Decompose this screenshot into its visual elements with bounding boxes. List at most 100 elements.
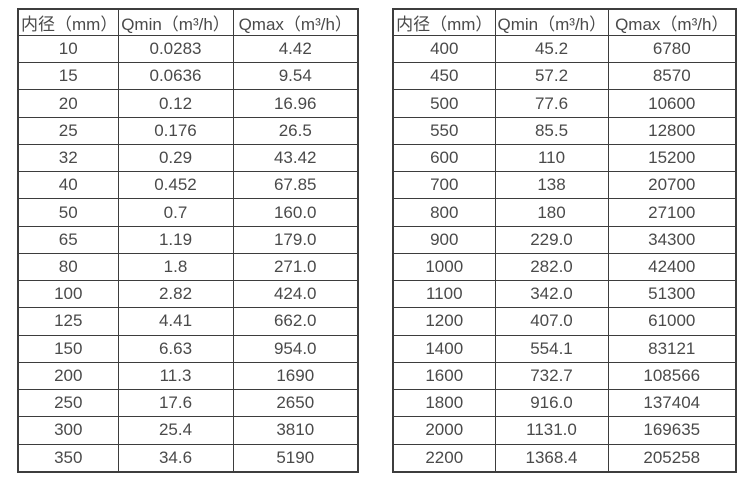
qmax-cell: 6780 [607,34,737,64]
table-row: 2000 1131.0 169635 [392,416,737,445]
table-row: 1600 732.7 108566 [392,361,737,391]
table-row: 1800 916.0 137404 [392,389,737,418]
qmax-cell: 67.85 [232,171,359,200]
qmin-cell: 180 [494,198,609,227]
diameter-cell: 1800 [392,389,496,418]
qmax-cell: 12800 [607,116,737,145]
table-row: 600 110 15200 [392,143,737,173]
diameter-cell: 350 [17,443,119,473]
qmax-cell: 16.96 [232,89,359,118]
qmin-cell: 342.0 [494,280,609,309]
qmin-cell: 2.82 [117,280,234,309]
column-header-diameter: 内径（mm） [392,8,496,36]
qmax-cell: 10600 [607,89,737,118]
diameter-cell: 20 [17,89,119,118]
qmax-cell: 27100 [607,198,737,227]
column-header-qmin: Qmin（m³/h） [494,8,609,36]
qmin-cell: 1131.0 [494,416,609,445]
diameter-cell: 125 [17,307,119,336]
qmin-cell: 0.0283 [117,34,234,64]
diameter-cell: 50 [17,198,119,227]
table-row: 250 17.6 2650 [17,389,359,418]
qmax-cell: 26.5 [232,116,359,145]
table-row: 1000 282.0 42400 [392,252,737,282]
table-row: 1100 342.0 51300 [392,280,737,309]
table-row: 900 229.0 34300 [392,225,737,254]
qmin-cell: 45.2 [494,34,609,64]
diameter-cell: 25 [17,116,119,145]
header-row: 内径（mm） Qmin（m³/h） Qmax（m³/h） [392,8,737,36]
qmin-cell: 110 [494,143,609,173]
table-row: 150 6.63 954.0 [17,334,359,363]
table-row: 15 0.0636 9.54 [17,62,359,91]
qmax-cell: 5190 [232,443,359,473]
table-row: 500 77.6 10600 [392,89,737,118]
diameter-cell: 40 [17,171,119,200]
qmin-cell: 34.6 [117,443,234,473]
diameter-cell: 550 [392,116,496,145]
qmax-cell: 42400 [607,252,737,282]
diameter-cell: 2000 [392,416,496,445]
table-row: 400 45.2 6780 [392,34,737,64]
qmax-cell: 2650 [232,389,359,418]
diameter-cell: 300 [17,416,119,445]
diameter-cell: 900 [392,225,496,254]
table-row: 800 180 27100 [392,198,737,227]
diameter-cell: 200 [17,361,119,391]
column-header-diameter: 内径（mm） [17,8,119,36]
diameter-cell: 250 [17,389,119,418]
qmin-cell: 57.2 [494,62,609,91]
table-row: 450 57.2 8570 [392,62,737,91]
header-row: 内径（mm） Qmin（m³/h） Qmax（m³/h） [17,8,359,36]
qmin-cell: 229.0 [494,225,609,254]
qmax-cell: 424.0 [232,280,359,309]
diameter-cell: 80 [17,252,119,282]
table-row: 1200 407.0 61000 [392,307,737,336]
column-header-qmax: Qmax（m³/h） [607,8,737,36]
qmax-cell: 4.42 [232,34,359,64]
diameter-cell: 10 [17,34,119,64]
qmax-cell: 61000 [607,307,737,336]
qmax-cell: 20700 [607,171,737,200]
qmin-cell: 0.29 [117,143,234,173]
table-row: 100 2.82 424.0 [17,280,359,309]
flow-table-large-diameters: 内径（mm） Qmin（m³/h） Qmax（m³/h） 400 45.2 6780… [392,8,737,473]
diameter-cell: 2200 [392,443,496,473]
table-header: 内径（mm） Qmin（m³/h） Qmax（m³/h） [17,8,359,36]
diameter-cell: 800 [392,198,496,227]
qmax-cell: 15200 [607,143,737,173]
table-row: 20 0.12 16.96 [17,89,359,118]
qmin-cell: 1.19 [117,225,234,254]
qmax-cell: 8570 [607,62,737,91]
table-row: 700 138 20700 [392,171,737,200]
table-row: 50 0.7 160.0 [17,198,359,227]
qmax-cell: 954.0 [232,334,359,363]
qmin-cell: 138 [494,171,609,200]
table-row: 65 1.19 179.0 [17,225,359,254]
table-row: 10 0.0283 4.42 [17,34,359,64]
qmin-cell: 85.5 [494,116,609,145]
qmin-cell: 1.8 [117,252,234,282]
qmin-cell: 0.7 [117,198,234,227]
diameter-cell: 1200 [392,307,496,336]
qmin-cell: 732.7 [494,361,609,391]
qmin-cell: 4.41 [117,307,234,336]
table-body: 10 0.0283 4.42 15 0.0636 9.54 20 0.12 16.96 25 0.1… [17,34,359,473]
diameter-cell: 450 [392,62,496,91]
qmin-cell: 916.0 [494,389,609,418]
qmax-cell: 1690 [232,361,359,391]
table-row: 1400 554.1 83121 [392,334,737,363]
diameter-cell: 1400 [392,334,496,363]
diameter-cell: 65 [17,225,119,254]
qmin-cell: 407.0 [494,307,609,336]
qmax-cell: 205258 [607,443,737,473]
qmin-cell: 282.0 [494,252,609,282]
table-row: 200 11.3 1690 [17,361,359,391]
qmin-cell: 554.1 [494,334,609,363]
qmin-cell: 1368.4 [494,443,609,473]
qmax-cell: 169635 [607,416,737,445]
qmax-cell: 160.0 [232,198,359,227]
flow-table-small-diameters: 内径（mm） Qmin（m³/h） Qmax（m³/h） 10 0.0283 4.4… [17,8,359,473]
table-header: 内径（mm） Qmin（m³/h） Qmax（m³/h） [392,8,737,36]
table-row: 300 25.4 3810 [17,416,359,445]
